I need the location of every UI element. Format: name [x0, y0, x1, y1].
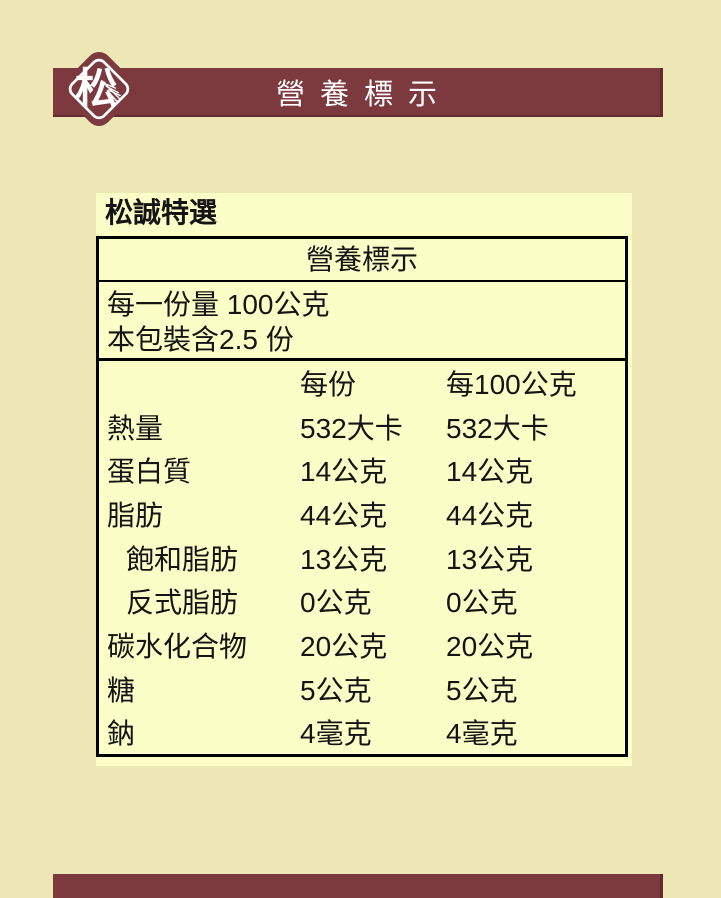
value-per-serving: 20公克	[300, 630, 388, 662]
nutrient-row: 反式脂肪 0公克 0公克	[99, 579, 625, 623]
value-per-serving: 13公克	[300, 543, 388, 575]
nutrient-label: 鈉	[107, 718, 136, 750]
nutrient-row: 鈉 4毫克 4毫克	[99, 711, 625, 755]
nutrition-table: 營養標示 每一份量 100公克 本包裝含2.5 份 每份 每100公克 熱量 53…	[96, 236, 628, 758]
nutrient-row: 熱量 532大卡 532大卡	[99, 405, 625, 449]
serving-size-line: 每一份量 100公克	[107, 289, 330, 320]
nutrient-row: 脂肪 44公克 44公克	[99, 492, 625, 536]
brand-logo: 松	[53, 41, 145, 137]
package-servings-line: 本包裝含2.5 份	[99, 323, 625, 361]
nutrient-label: 脂肪	[107, 499, 164, 531]
value-per-100g: 5公克	[446, 674, 518, 706]
value-per-100g: 20公克	[446, 630, 534, 662]
value-per-100g: 532大卡	[446, 412, 549, 444]
value-per-serving: 0公克	[300, 587, 372, 619]
nutrient-label: 熱量	[107, 412, 164, 444]
nutrient-label: 反式脂肪	[126, 587, 239, 619]
value-per-serving: 532大卡	[300, 412, 403, 444]
value-per-serving: 4毫克	[300, 718, 372, 750]
nutrient-row: 飽和脂肪 13公克 13公克	[99, 536, 625, 580]
value-per-serving: 5公克	[300, 674, 372, 706]
value-per-100g: 13公克	[446, 543, 534, 575]
pine-needles-icon	[101, 80, 121, 105]
page-title: 營養標示	[275, 78, 452, 111]
nutrition-grid: 每份 每100公克 熱量 532大卡 532大卡蛋白質 14公克 14公克脂肪 44公克 4…	[99, 361, 625, 754]
nutrition-grid-header: 每份 每100公克	[99, 361, 625, 405]
value-per-100g: 0公克	[446, 587, 518, 619]
value-per-100g: 4毫克	[446, 718, 518, 750]
nutrient-label: 糖	[107, 674, 136, 706]
footer-bar	[53, 874, 663, 898]
brand-title: 松誠特選	[105, 197, 218, 228]
column-header-per-100g: 每100公克	[446, 368, 577, 400]
header-bar: 營養標示	[53, 68, 663, 117]
nutrition-table-title: 營養標示	[99, 239, 625, 282]
nutrient-label: 飽和脂肪	[126, 543, 239, 575]
column-header-per-serving: 每份	[300, 368, 357, 400]
value-per-100g: 14公克	[446, 456, 534, 488]
nutrition-panel: 松誠特選 營養標示 每一份量 100公克 本包裝含2.5 份 每份 每100公克…	[96, 193, 632, 766]
nutrient-row: 碳水化合物 20公克 20公克	[99, 623, 625, 667]
value-per-serving: 44公克	[300, 499, 388, 531]
nutrient-label: 蛋白質	[107, 456, 192, 488]
nutrient-row: 糖 5公克 5公克	[99, 667, 625, 711]
value-per-serving: 14公克	[300, 456, 388, 488]
nutrient-label: 碳水化合物	[107, 630, 248, 662]
pine-emblem-icon: 松	[62, 52, 136, 126]
nutrient-row: 蛋白質 14公克 14公克	[99, 448, 625, 492]
value-per-100g: 44公克	[446, 499, 534, 531]
